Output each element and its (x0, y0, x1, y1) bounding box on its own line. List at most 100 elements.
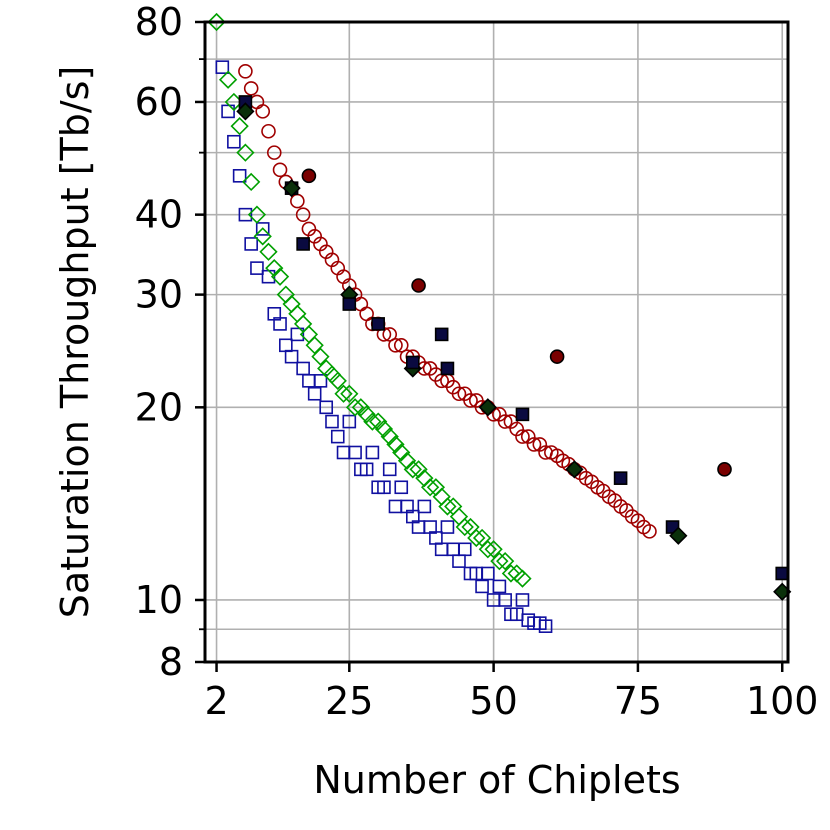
diamonds-point (374, 419, 394, 439)
x-tick-label: 75 (614, 679, 662, 723)
y-tick-label: 60 (135, 80, 183, 124)
x-tick-label: 25 (325, 679, 373, 723)
squares-point (342, 414, 357, 429)
squares-point (377, 480, 391, 495)
diamonds-point (478, 540, 497, 559)
diamonds-point (380, 427, 399, 446)
highlight-point-diamond (478, 398, 497, 417)
highlight-point-circle (549, 349, 565, 364)
squares-point (434, 542, 449, 557)
circles-point (272, 162, 288, 178)
highlight-point-square (342, 297, 357, 311)
diamonds-point (397, 451, 417, 470)
squares-point (336, 445, 351, 460)
squares-point (307, 386, 322, 401)
squares-point (446, 542, 461, 557)
highlight-point-square (775, 566, 790, 581)
diamonds-point (345, 398, 365, 417)
diamonds-point (467, 528, 486, 548)
diamonds-point (230, 117, 249, 136)
diamonds-point (403, 460, 422, 479)
squares-point (515, 593, 530, 607)
squares-point (481, 566, 495, 581)
circles-point (515, 429, 530, 444)
circles-point (393, 337, 409, 353)
highlight-point-square (434, 327, 449, 342)
diamonds-point (455, 517, 474, 537)
diamonds-point (507, 564, 526, 583)
circles-point (353, 296, 369, 312)
diamonds-point (386, 435, 405, 454)
diamonds-point (242, 172, 261, 192)
axes (203, 20, 790, 664)
diamonds-point (490, 551, 509, 571)
highlight-point-circle (717, 462, 732, 477)
squares-point (388, 499, 403, 514)
y-tick-label: 10 (135, 578, 183, 622)
diamonds-point (270, 267, 290, 286)
circles-point (238, 63, 253, 79)
highlight-point-square (406, 355, 420, 370)
diamonds-point (363, 412, 382, 431)
circles-point (295, 207, 311, 222)
circles-point (463, 393, 478, 408)
diamonds-point (259, 242, 278, 261)
squares-point (457, 542, 472, 557)
diamonds-point (444, 497, 463, 516)
squares-point (250, 261, 264, 275)
squares-point (221, 104, 235, 119)
diamonds-point (369, 412, 388, 431)
plot-frame (203, 20, 790, 664)
diamonds-point (218, 70, 238, 89)
squares-point (538, 619, 553, 633)
circles-point (243, 81, 259, 96)
squares-point (238, 207, 253, 222)
diamonds-point (357, 405, 376, 424)
diamonds-point (420, 478, 440, 497)
squares-point (475, 579, 489, 594)
circles-point (497, 414, 513, 429)
diamonds-point (472, 528, 492, 548)
highlight-point-diamond (236, 102, 255, 121)
squares-point (279, 338, 293, 353)
highlight-point-square (515, 407, 530, 422)
squares-point (232, 169, 247, 183)
circles-point (359, 306, 374, 322)
squares-point (492, 579, 507, 594)
data-points (207, 12, 792, 633)
circles-point (290, 193, 305, 209)
squares-point (244, 237, 258, 251)
squares-point (227, 134, 241, 149)
diamonds-point (288, 304, 307, 323)
ticks: 2 25 50 75 100 8 10 20 30 40 60 80 (135, 0, 819, 723)
squares-point (302, 374, 316, 388)
diamonds-point (513, 569, 532, 588)
squares-point (365, 445, 380, 460)
squares-point (296, 361, 310, 376)
squares-point (498, 593, 512, 607)
diamonds-point (253, 227, 272, 246)
squares-point (348, 445, 362, 460)
diamonds-point (426, 478, 446, 497)
squares-point (255, 222, 270, 236)
squares-point (313, 374, 328, 388)
diamonds-point (409, 460, 428, 479)
diamonds-point (334, 384, 353, 403)
squares-point (452, 554, 466, 568)
diamonds-point (484, 540, 503, 559)
diamonds-point (496, 551, 515, 571)
circles-point (642, 524, 657, 539)
y-tick-label: 40 (135, 193, 183, 237)
squares-point (394, 480, 409, 495)
x-tick-label: 50 (469, 679, 517, 723)
highlight-point-diamond (565, 460, 584, 479)
x-tick-label: 2 (204, 679, 228, 723)
diamonds-point (282, 294, 301, 314)
squares-point (284, 349, 299, 364)
highlight-point-diamond (282, 179, 301, 198)
diamonds-point (236, 143, 255, 162)
x-tick-label: 100 (746, 679, 819, 723)
circles-point (255, 104, 271, 119)
highlight-point-circle (301, 168, 317, 184)
squares-point (319, 400, 334, 415)
